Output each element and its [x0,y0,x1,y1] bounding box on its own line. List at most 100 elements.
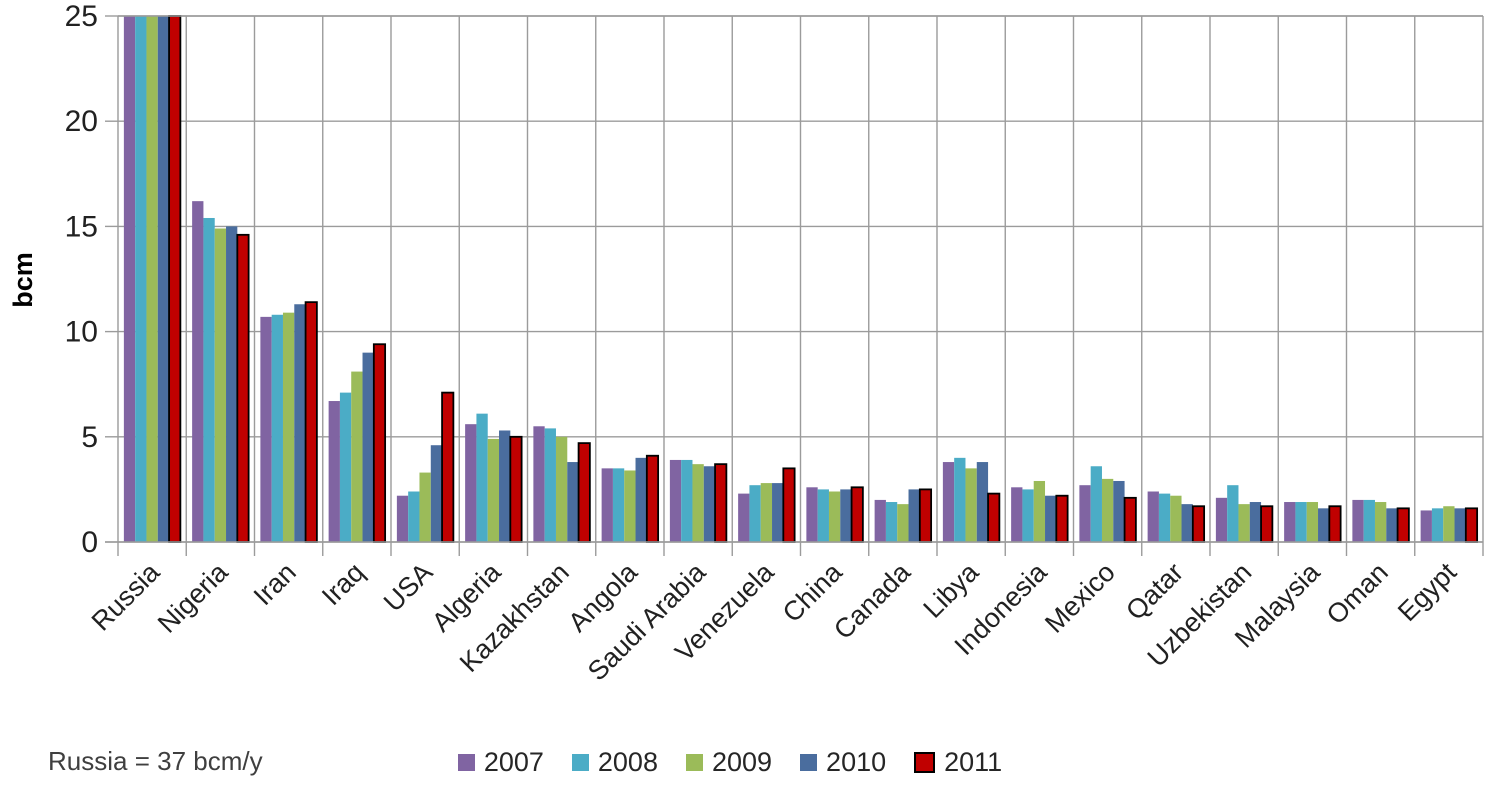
bar [351,371,363,542]
y-axis-tick-label: 15 [65,210,98,243]
bar [408,491,420,542]
bar [465,424,477,542]
legend-item-2008: 2008 [571,746,658,778]
bar [1215,497,1228,542]
x-axis-label: Iraq [316,557,370,611]
bar [1318,508,1330,542]
bar [692,464,704,542]
bar [328,401,340,542]
bar [976,462,989,542]
bar [157,16,170,542]
bar [714,463,728,543]
bar [509,435,523,543]
bar [168,15,182,543]
bar [430,445,443,542]
bar [1374,502,1387,542]
chart-legend: 2007 2008 2009 2010 2011 [340,742,1120,782]
bar [703,466,716,542]
bar [1055,494,1069,543]
bar [271,314,283,542]
bar [1420,510,1432,542]
bar [897,504,909,542]
bar [1011,487,1023,542]
bar [555,436,568,542]
bar [304,301,318,543]
bar [1181,504,1193,542]
bar [828,491,841,542]
bar [1328,505,1342,543]
bar [612,468,625,542]
bar [1454,508,1466,542]
x-axis-label: Nigeria [152,556,234,638]
bar [840,489,852,542]
y-axis-title: bcm [8,252,38,308]
bar [1147,491,1159,542]
bar [476,413,488,542]
bar [236,233,250,543]
bar [214,228,227,542]
bar [1284,502,1296,542]
bar [544,428,556,542]
bar [441,391,455,543]
bar [738,493,750,542]
legend-swatch-2010 [800,753,818,771]
legend-swatch-2011 [914,751,936,773]
bar [954,457,966,542]
bar [1227,485,1239,542]
bar [908,489,920,542]
bar [362,352,374,542]
legend-label: 2009 [711,746,773,777]
y-axis-tick-label: 10 [65,316,98,349]
bar [146,16,158,542]
bar [1079,485,1091,542]
x-axis-label: Oman [1321,557,1394,630]
bar [885,502,898,542]
bar [1431,508,1444,542]
bar [760,483,773,542]
bar [396,495,409,542]
bar [1101,478,1114,542]
bar [1396,507,1410,543]
bar [850,486,864,543]
bar [123,16,136,542]
bar [601,468,613,542]
legend-label: 2011 [944,746,1003,777]
bar [533,426,545,542]
bar [1260,505,1274,543]
bar [294,304,306,542]
legend-item-2009: 2009 [685,746,773,778]
bar [567,462,579,542]
bar [260,316,272,542]
bar [645,454,660,543]
bar [203,217,215,542]
bar [817,489,829,542]
bar [1363,499,1375,542]
russia-note: Russia = 37 bcm/y [48,746,263,776]
bar [1295,502,1307,542]
bar [1158,493,1171,542]
y-axis-tick-label: 0 [81,526,98,559]
bar [499,430,511,542]
bar [1090,466,1102,542]
bar [487,438,500,542]
x-axis-label: Egypt [1392,557,1462,627]
bar [1033,480,1046,542]
bar [806,487,818,542]
bar [1022,489,1034,542]
bar [782,467,796,543]
legend-label: 2010 [826,746,887,777]
bar [874,499,886,542]
bar [135,16,147,542]
bar [1191,505,1206,543]
bar [1352,499,1364,542]
bar [192,201,204,543]
legend-label: 2008 [597,746,658,777]
bar [282,312,295,542]
x-axis-label: Saudi Arabia [582,556,712,686]
bar [1249,502,1262,542]
bar [669,459,682,542]
bar [1123,496,1137,543]
x-axis-label: Mexico [1039,557,1121,639]
bar [419,472,431,542]
